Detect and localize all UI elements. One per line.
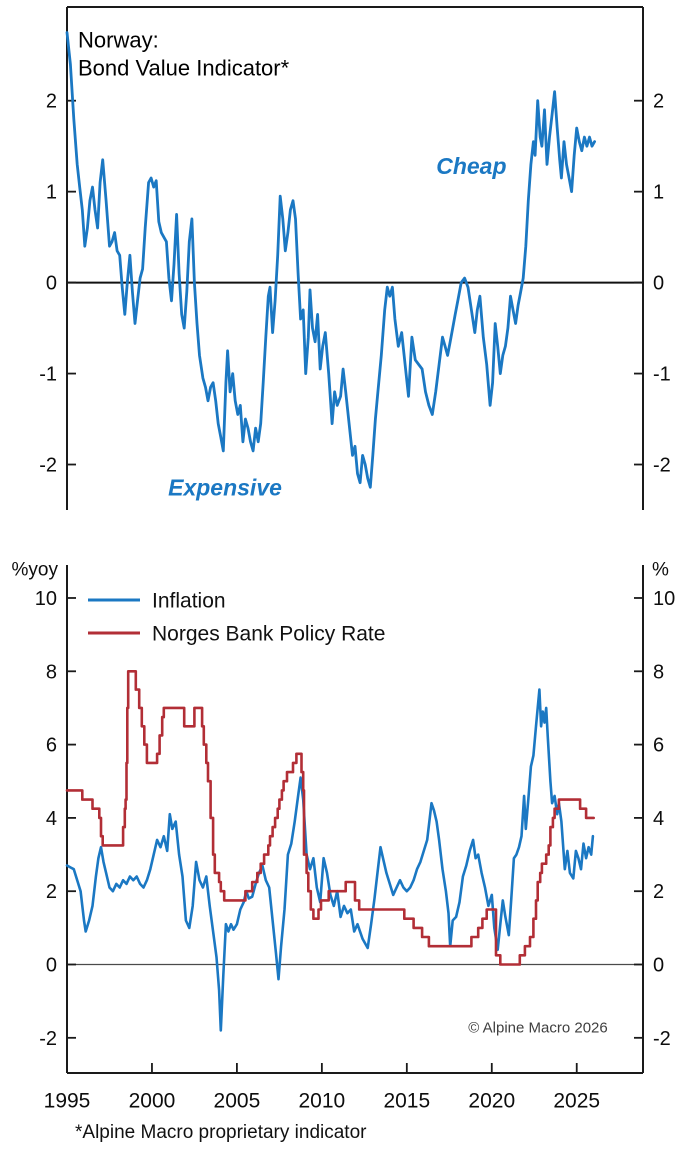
- norges-bank-policy-rate-line: [65, 670, 596, 966]
- chart-title-line: Norway:: [78, 28, 159, 53]
- y-tick-label-right: 1: [653, 182, 664, 204]
- y-tick-label-right: 2: [653, 91, 664, 113]
- x-tick-label: 2020: [468, 1089, 515, 1112]
- y-tick-label-left: 1: [46, 182, 57, 204]
- bond-value-chart-svg: -2 -2 -1 -1 0 0 1 1 2 2 Norway: Bond Value Indicato…: [39, 6, 671, 510]
- y-tick-label-left: 6: [46, 735, 57, 757]
- y-tick-label-right: 2: [653, 881, 664, 903]
- copyright-watermark: © Alpine Macro 2026: [468, 1019, 607, 1036]
- annotation-expensive: Expensive: [168, 474, 282, 500]
- inflation-policy-chart: -2 -2 0 0 2 2 4 4 6 6 8 8 10 10 1995 2000 2005 2010 2015 20…: [0, 545, 696, 1153]
- y-tick-label-right: -2: [653, 1028, 671, 1050]
- y-tick-label-right: 10: [653, 588, 675, 610]
- x-tick-label: 2015: [383, 1089, 430, 1112]
- x-tick-label: 2025: [553, 1089, 600, 1112]
- inflation-line: [65, 688, 595, 1032]
- y-tick-label-left: 10: [35, 588, 57, 610]
- bond-value-indicator-line: [65, 31, 596, 489]
- x-tick-label: 2005: [214, 1089, 261, 1112]
- y-tick-label-right: 8: [653, 661, 664, 683]
- y-tick-label-right: 0: [653, 273, 664, 295]
- y-tick-label-left: 2: [46, 881, 57, 903]
- y-tick-label-left: -2: [39, 1028, 57, 1050]
- y-tick-label-left: -1: [39, 364, 57, 386]
- chart-title-line: Bond Value Indicator*: [78, 56, 290, 81]
- annotation-cheap: Cheap: [436, 153, 506, 179]
- y-tick-label-right: 4: [653, 808, 664, 830]
- x-tick-label: 2010: [299, 1089, 346, 1112]
- y-tick-label-left: 8: [46, 661, 57, 683]
- y-tick-label-left: 0: [46, 273, 57, 295]
- y-tick-label-left: 2: [46, 91, 57, 113]
- y-tick-label-left: -2: [39, 455, 57, 477]
- x-tick-label: 1995: [44, 1089, 91, 1112]
- legend-label-norges-bank-policy-rate: Norges Bank Policy Rate: [152, 622, 385, 645]
- bond-value-chart: -2 -2 -1 -1 0 0 1 1 2 2 Norway: Bond Value Indicato…: [0, 0, 696, 545]
- x-tick-label: 2000: [129, 1089, 176, 1112]
- y-tick-label-right: 6: [653, 735, 664, 757]
- y-tick-label-left: 0: [46, 955, 57, 977]
- legend-label-inflation: Inflation: [152, 589, 226, 612]
- y-tick-label-right: -2: [653, 455, 671, 477]
- y-axis-unit-left: %yoy: [12, 560, 59, 581]
- y-axis-unit-right: %: [652, 560, 669, 581]
- y-tick-label-left: 4: [46, 808, 57, 830]
- inflation-policy-chart-svg: -2 -2 0 0 2 2 4 4 6 6 8 8 10 10 1995 2000 2005 2010 2015 20…: [12, 560, 676, 1113]
- y-tick-label-right: 0: [653, 955, 664, 977]
- y-tick-label-right: -1: [653, 364, 671, 386]
- footnote: *Alpine Macro proprietary indicator: [75, 1122, 367, 1143]
